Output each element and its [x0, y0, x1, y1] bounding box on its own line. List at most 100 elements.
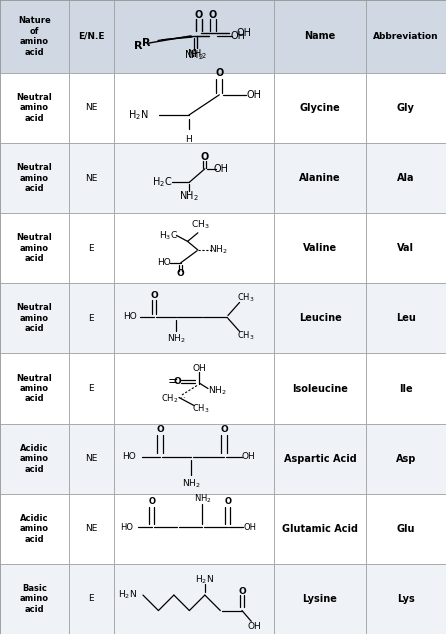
Text: CH$_3$: CH$_3$ [236, 292, 254, 304]
Text: OH: OH [241, 452, 255, 462]
Text: Alanine: Alanine [299, 173, 341, 183]
Text: O: O [224, 497, 231, 507]
Bar [0, 143, 69, 213]
Text: OH: OH [246, 90, 261, 100]
Bar [366, 0, 446, 73]
Text: O: O [238, 588, 246, 597]
Text: CH$_3$: CH$_3$ [192, 402, 210, 415]
Bar [274, 354, 366, 424]
Bar [366, 283, 446, 354]
Bar [366, 424, 446, 494]
Text: Ala: Ala [397, 173, 415, 183]
Text: OH: OH [248, 621, 261, 630]
Text: E: E [89, 243, 94, 253]
Text: R: R [134, 41, 143, 51]
Text: CH$_2$···: CH$_2$··· [161, 392, 186, 404]
Text: OH: OH [236, 29, 251, 39]
Text: Neutral
amino
acid: Neutral amino acid [17, 373, 53, 403]
Bar [366, 494, 446, 564]
Text: HO: HO [157, 258, 170, 268]
Text: Leu: Leu [396, 313, 416, 323]
Text: O: O [173, 377, 181, 386]
Text: NH$_2$: NH$_2$ [187, 47, 207, 61]
Bar [114, 0, 274, 73]
Bar [114, 494, 274, 564]
Bar [114, 354, 274, 424]
Bar [274, 564, 366, 634]
Bar [274, 424, 366, 494]
Text: NE: NE [85, 174, 98, 183]
Text: HO: HO [123, 313, 136, 321]
Text: H$_2$N: H$_2$N [118, 589, 137, 601]
Bar [0, 354, 69, 424]
Text: NH$_2$: NH$_2$ [194, 492, 211, 505]
Text: E: E [89, 595, 94, 604]
Text: Neutral
amino
acid: Neutral amino acid [17, 233, 53, 263]
Bar [114, 143, 274, 213]
Text: Nature
of
amino
acid: Nature of amino acid [18, 16, 51, 56]
Text: NE: NE [85, 454, 98, 463]
Text: Acidic
amino
acid: Acidic amino acid [20, 514, 49, 544]
Text: HO: HO [122, 452, 136, 462]
Text: Val: Val [397, 243, 414, 253]
Text: H$_3$C: H$_3$C [159, 229, 178, 242]
Text: E/N.E: E/N.E [78, 32, 105, 41]
Bar [0, 494, 69, 564]
Bar [69, 73, 114, 143]
Text: Valine: Valine [303, 243, 337, 253]
Bar [0, 564, 69, 634]
Bar [0, 0, 69, 73]
Text: CH$_3$: CH$_3$ [191, 218, 210, 231]
Text: O: O [201, 152, 209, 162]
Text: H: H [186, 135, 192, 144]
Text: NH$_2$: NH$_2$ [209, 243, 228, 256]
Text: Glycine: Glycine [300, 103, 340, 113]
Bar [69, 143, 114, 213]
Bar [274, 213, 366, 283]
Text: OH: OH [230, 32, 245, 41]
Text: Neutral
amino
acid: Neutral amino acid [17, 163, 53, 193]
Text: Gly: Gly [397, 103, 415, 113]
Text: NH$_2$: NH$_2$ [208, 384, 226, 397]
Bar [0, 424, 69, 494]
Bar [274, 283, 366, 354]
Text: O: O [209, 10, 217, 20]
Text: Isoleucine: Isoleucine [292, 384, 348, 394]
Text: Ile: Ile [399, 384, 413, 394]
Text: Leucine: Leucine [299, 313, 341, 323]
Text: OH: OH [214, 164, 229, 174]
Bar [366, 143, 446, 213]
Bar [366, 213, 446, 283]
Text: O: O [149, 497, 155, 507]
Bar [69, 424, 114, 494]
Text: HO: HO [120, 522, 133, 532]
Bar [69, 283, 114, 354]
Text: Glutamic Acid: Glutamic Acid [282, 524, 358, 534]
Bar [69, 494, 114, 564]
Text: R: R [142, 38, 151, 48]
Text: H$_2$N: H$_2$N [195, 573, 215, 586]
Text: O: O [195, 10, 203, 20]
Text: H$_2$N: H$_2$N [128, 108, 149, 122]
Text: OH: OH [243, 522, 256, 532]
Text: Abbreviation: Abbreviation [373, 32, 439, 41]
Text: =: = [168, 375, 178, 388]
Bar [114, 213, 274, 283]
Bar [0, 283, 69, 354]
Text: Glu: Glu [396, 524, 415, 534]
Bar [274, 0, 366, 73]
Text: Acidic
amino
acid: Acidic amino acid [20, 444, 49, 474]
Text: E: E [89, 384, 94, 393]
Text: NE: NE [85, 524, 98, 533]
Bar [366, 73, 446, 143]
Bar [114, 73, 274, 143]
Text: CH$_3$: CH$_3$ [236, 330, 254, 342]
Text: NH$_2$: NH$_2$ [184, 48, 204, 62]
Text: NH$_2$: NH$_2$ [182, 478, 201, 491]
Text: O: O [220, 425, 228, 434]
Text: O: O [177, 269, 185, 278]
Text: Lys: Lys [397, 594, 415, 604]
Bar [366, 564, 446, 634]
Text: Name: Name [304, 32, 336, 41]
Bar [114, 564, 274, 634]
